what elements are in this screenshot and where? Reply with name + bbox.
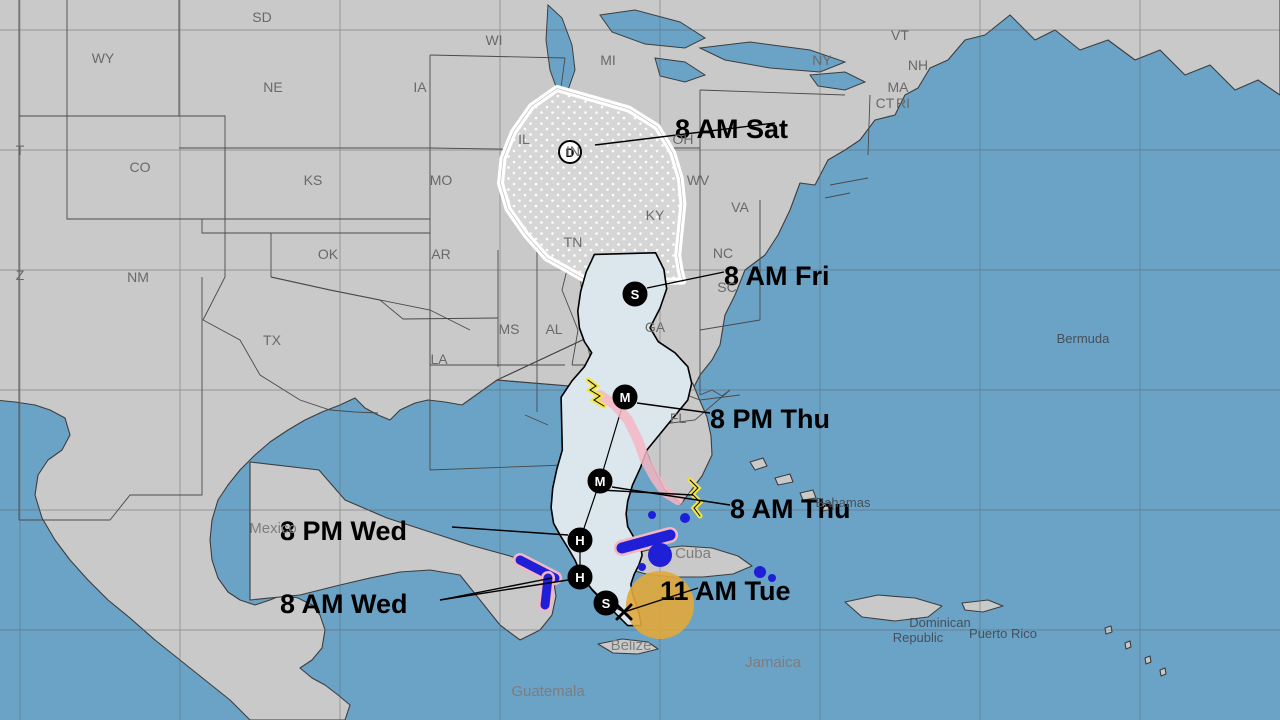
svg-text:WV: WV [687, 172, 710, 188]
svg-text:TX: TX [263, 332, 282, 348]
svg-text:MI: MI [600, 52, 616, 68]
svg-text:Cuba: Cuba [675, 545, 712, 562]
svg-text:VT: VT [891, 27, 909, 43]
svg-text:M: M [595, 474, 606, 489]
svg-text:IN: IN [566, 143, 580, 159]
svg-text:NY: NY [812, 52, 832, 68]
svg-text:SD: SD [252, 9, 271, 25]
svg-text:VA: VA [731, 199, 749, 215]
svg-text:AR: AR [431, 246, 450, 262]
svg-text:Bahamas: Bahamas [816, 495, 871, 510]
svg-text:Jamaica: Jamaica [745, 654, 802, 671]
svg-text:WI: WI [485, 32, 502, 48]
svg-text:KY: KY [646, 207, 665, 223]
svg-text:OH: OH [673, 131, 694, 147]
svg-text:Dominican: Dominican [909, 615, 970, 630]
svg-text:8 PM Wed: 8 PM Wed [280, 516, 407, 546]
svg-text:H: H [575, 570, 584, 585]
svg-text:8 AM Fri: 8 AM Fri [724, 261, 830, 291]
svg-text:S: S [631, 287, 640, 302]
svg-text:IL: IL [518, 131, 530, 147]
svg-text:NM: NM [127, 269, 149, 285]
svg-text:NC: NC [713, 245, 733, 261]
svg-text:S: S [602, 596, 611, 611]
svg-text:Z: Z [16, 267, 25, 283]
svg-text:Bermuda: Bermuda [1057, 331, 1111, 346]
svg-text:8 PM Thu: 8 PM Thu [710, 404, 830, 434]
svg-text:RI: RI [896, 95, 910, 111]
svg-text:Puerto Rico: Puerto Rico [969, 626, 1037, 641]
svg-text:FL: FL [670, 410, 687, 426]
svg-text:Belize: Belize [611, 637, 652, 654]
svg-text:11 AM Tue: 11 AM Tue [660, 576, 791, 606]
svg-text:CT: CT [876, 95, 895, 111]
svg-text:Guatemala: Guatemala [511, 683, 585, 700]
svg-text:8 AM Wed: 8 AM Wed [280, 589, 408, 619]
svg-text:AL: AL [545, 321, 562, 337]
svg-text:KS: KS [304, 172, 323, 188]
svg-text:IA: IA [413, 79, 427, 95]
svg-text:MA: MA [888, 79, 910, 95]
svg-text:OK: OK [318, 246, 339, 262]
svg-text:CO: CO [130, 159, 151, 175]
svg-text:LA: LA [430, 351, 448, 367]
svg-text:SC: SC [717, 279, 736, 295]
svg-text:WY: WY [92, 50, 115, 66]
svg-text:M: M [620, 390, 631, 405]
svg-text:GA: GA [645, 319, 666, 335]
svg-text:NH: NH [908, 57, 928, 73]
svg-text:TN: TN [564, 234, 583, 250]
svg-text:NE: NE [263, 79, 282, 95]
svg-text:H: H [575, 533, 584, 548]
svg-text:MO: MO [430, 172, 453, 188]
svg-text:MS: MS [499, 321, 520, 337]
svg-text:Republic: Republic [893, 630, 944, 645]
svg-text:T: T [16, 142, 25, 158]
svg-text:Mexico: Mexico [249, 520, 297, 537]
